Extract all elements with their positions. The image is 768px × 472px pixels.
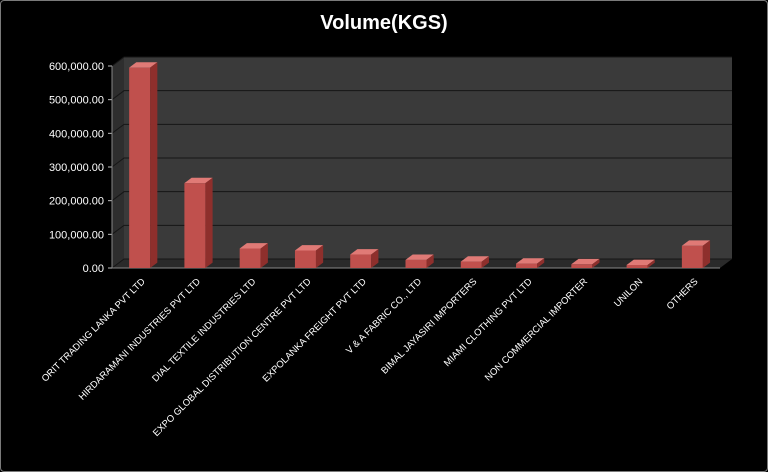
bar — [350, 249, 379, 268]
bar — [239, 243, 268, 268]
gridline — [111, 157, 732, 168]
bar-side — [260, 243, 268, 268]
y-tick-label: 200,000.00 — [49, 196, 104, 208]
gridline — [111, 191, 732, 202]
bar-top — [239, 243, 268, 249]
bar-side — [371, 249, 379, 268]
bar-side — [150, 62, 158, 269]
x-tick-label: HIRDARAMANI INDUSTRIES PVT LTD — [77, 276, 203, 402]
bar-top — [129, 62, 158, 68]
bar-front — [405, 259, 427, 268]
y-tick-label: 400,000.00 — [49, 128, 104, 140]
bar-front — [129, 67, 151, 268]
bar-front — [626, 264, 648, 268]
bar-front — [184, 183, 206, 268]
bar-side — [592, 258, 600, 268]
bar-top — [184, 177, 213, 184]
bar-front — [571, 264, 593, 268]
bar — [571, 258, 600, 268]
y-tick-label: 300,000.00 — [49, 162, 104, 174]
bars — [129, 62, 711, 269]
chart-title: Volume(KGS) — [320, 12, 448, 34]
bar-side — [205, 177, 213, 268]
bar-top — [626, 259, 655, 265]
gridline — [111, 123, 732, 134]
y-tick-label: 0.00 — [83, 263, 104, 275]
x-tick-label: MIAMI CLOTHING PVT LTD — [442, 276, 535, 369]
bar-top — [516, 258, 545, 264]
bar — [184, 177, 213, 268]
x-tick-label: NON COMMERCIAL IMPORTER — [483, 276, 590, 383]
y-axis-tick-labels: 0.00 100,000.00 200,000.00 300,000.00 400,00… — [49, 61, 104, 275]
bar-front — [239, 248, 261, 268]
bar-top — [681, 240, 711, 246]
bar-front — [516, 263, 538, 268]
bar-front — [460, 261, 482, 268]
bar-front — [294, 250, 316, 268]
gridline — [111, 56, 732, 67]
bar-side — [481, 256, 489, 268]
bar-top — [460, 256, 489, 262]
y-tick-label: 600,000.00 — [49, 61, 104, 73]
bar-front — [681, 245, 703, 268]
bar — [681, 240, 711, 268]
y-tick-label: 500,000.00 — [49, 95, 104, 107]
x-tick-label: DIAL TEXTILE INDUSTRIES LTD — [150, 276, 258, 384]
bar-side — [537, 258, 545, 268]
bar-side — [702, 240, 711, 268]
x-tick-label: UNILON — [612, 276, 645, 309]
gridline — [111, 90, 732, 101]
bar — [405, 254, 434, 268]
bar-top — [294, 245, 324, 251]
bar — [294, 245, 324, 268]
bar-top — [571, 258, 600, 265]
gridline — [111, 224, 732, 235]
y-tick-label: 100,000.00 — [49, 229, 104, 241]
bar-front — [350, 254, 372, 268]
x-tick-label: EXPOLANKA FREIGHT PVT LTD — [261, 276, 369, 384]
bar — [516, 258, 545, 268]
bar-side — [315, 245, 324, 268]
bar — [129, 62, 158, 269]
bar-side — [647, 259, 655, 268]
x-tick-label: ORIT TRADING LANKA PVT LTD — [40, 276, 148, 384]
bar — [460, 256, 489, 268]
bar — [626, 259, 655, 268]
bar-top — [405, 254, 434, 260]
x-tick-label: BIMAL JAYASIRI IMPORTERS — [379, 276, 479, 376]
x-tick-label: OTHERS — [665, 276, 701, 312]
bar-side — [426, 254, 434, 268]
bar-top — [350, 249, 379, 255]
